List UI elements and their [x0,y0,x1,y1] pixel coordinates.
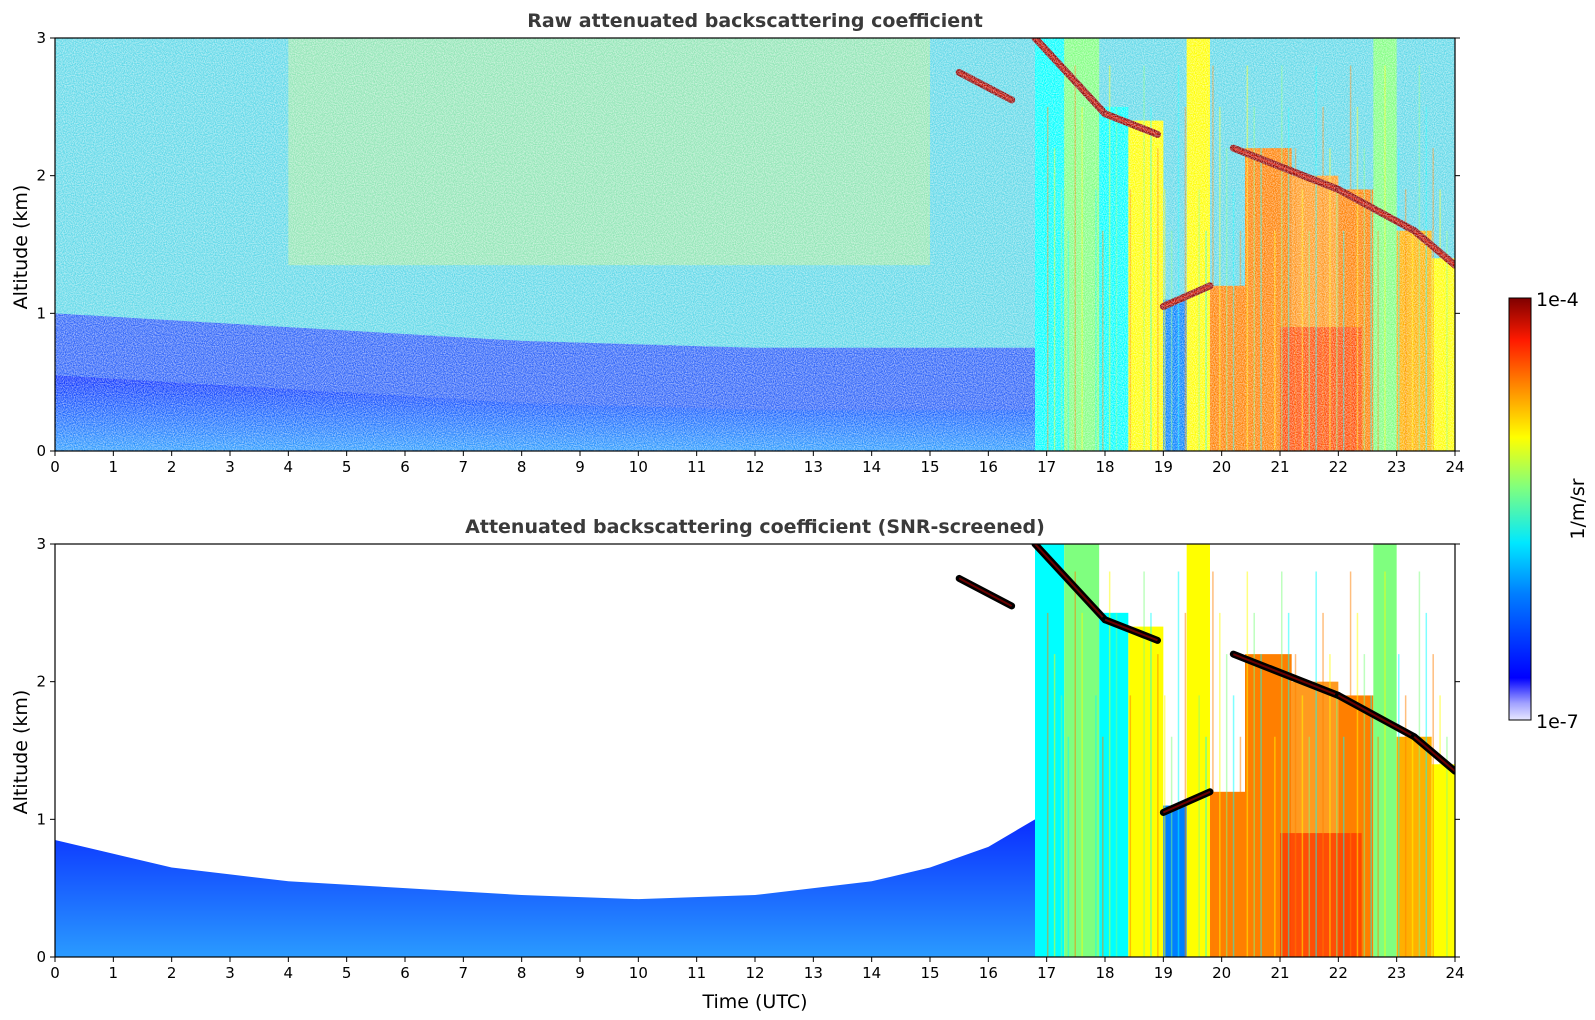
x-tick-label: 2 [167,458,177,476]
x-tick-label: 17 [1037,964,1056,982]
colorbar-unit-label: 1/m/sr [1567,478,1589,539]
x-axis-label: Time (UTC) [701,991,807,1013]
cloud-layer-edge [1413,735,1455,772]
y-tick-label: 2 [36,167,46,185]
x-tick-label: 1 [109,964,119,982]
heatmap-snr [55,544,1455,957]
y-axis-label: Altitude (km) [10,690,32,815]
x-tick-label: 0 [50,964,60,982]
chart-title: Attenuated backscattering coefficient (S… [465,516,1045,538]
x-tick-label: 1 [109,458,119,476]
precip-streak [1163,805,1187,957]
precip-streak [1431,764,1455,957]
x-tick-label: 24 [1445,964,1464,982]
cloud-layer-edge [1232,653,1339,697]
aerosol-layer [55,819,1035,957]
x-tick-label: 20 [1212,964,1231,982]
y-tick-label: 0 [36,442,46,460]
panel-snr: Attenuated backscattering coefficient (S… [10,516,1465,1013]
x-tick-label: 22 [1329,964,1348,982]
heatmap-raw [55,38,1455,451]
x-tick-label: 13 [804,964,823,982]
x-tick-label: 6 [400,458,410,476]
x-tick-label: 3 [225,458,235,476]
y-tick-label: 1 [36,810,46,828]
x-tick-label: 4 [284,964,294,982]
x-tick-label: 8 [517,964,527,982]
cloud-layer-edge [958,577,1013,607]
x-tick-label: 0 [50,458,60,476]
x-tick-label: 2 [167,964,177,982]
x-tick-label: 18 [1095,964,1114,982]
panel-raw: Raw attenuated backscattering coefficien… [10,10,1465,476]
x-tick-label: 15 [920,458,939,476]
x-tick-label: 12 [745,458,764,476]
x-tick-label: 11 [687,964,706,982]
x-tick-label: 22 [1329,458,1348,476]
x-tick-label: 12 [745,964,764,982]
chart-title: Raw attenuated backscattering coefficien… [527,10,983,32]
y-tick-label: 0 [36,948,46,966]
x-tick-label: 21 [1270,964,1289,982]
x-tick-label: 7 [459,458,469,476]
x-tick-label: 9 [575,458,585,476]
cloud-layer-edge [1034,544,1106,621]
x-tick-label: 14 [862,964,881,982]
x-tick-label: 24 [1445,458,1464,476]
y-tick-label: 3 [36,29,46,47]
cloud-layer-edge [1337,694,1415,738]
colorbar: 1e-4 1e-7 1/m/sr [1508,289,1589,733]
x-tick-label: 11 [687,458,706,476]
cloud-layer-edge [1162,790,1211,814]
x-tick-label: 10 [629,458,648,476]
x-tick-label: 6 [400,964,410,982]
x-tick-label: 16 [979,458,998,476]
cloud-layer-edge [1104,618,1158,642]
colorbar-gradient [1508,297,1532,721]
y-tick-label: 3 [36,535,46,553]
x-tick-label: 5 [342,458,352,476]
x-tick-label: 17 [1037,458,1056,476]
x-tick-label: 16 [979,964,998,982]
colorbar-max-label: 1e-4 [1536,289,1579,311]
x-tick-label: 4 [284,458,294,476]
colorbar-min-label: 1e-7 [1536,711,1579,733]
x-tick-label: 13 [804,458,823,476]
x-tick-label: 15 [920,964,939,982]
x-tick-label: 10 [629,964,648,982]
noise-speckle [55,38,1455,451]
x-tick-label: 9 [575,964,585,982]
precip-streak [1210,791,1245,957]
precip-core [1280,833,1362,957]
y-tick-label: 2 [36,673,46,691]
x-tick-label: 20 [1212,458,1231,476]
x-tick-label: 5 [342,964,352,982]
x-tick-label: 18 [1095,458,1114,476]
x-tick-label: 21 [1270,458,1289,476]
y-tick-label: 1 [36,304,46,322]
x-tick-label: 14 [862,458,881,476]
x-tick-label: 19 [1154,964,1173,982]
x-tick-label: 19 [1154,458,1173,476]
precip-streak [1035,544,1065,957]
x-tick-label: 8 [517,458,527,476]
x-tick-label: 7 [459,964,469,982]
x-tick-label: 23 [1387,964,1406,982]
x-tick-label: 23 [1387,458,1406,476]
x-tick-label: 3 [225,964,235,982]
y-axis-label: Altitude (km) [10,185,32,310]
